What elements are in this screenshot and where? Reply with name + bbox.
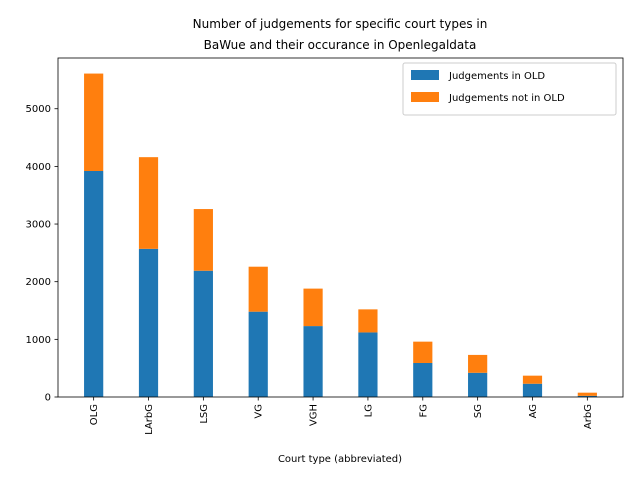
bar-lsg-series-1	[193, 209, 213, 271]
bar-olg-series-1	[84, 73, 104, 171]
legend-frame	[402, 62, 617, 116]
y-tick-label-2000: 2000	[26, 277, 51, 288]
x-tick-label-vg: VG	[254, 404, 265, 419]
y-tick-label-3000: 3000	[26, 220, 51, 231]
bar-larbg-series-0	[138, 248, 159, 397]
bar-sg-series-1	[468, 354, 488, 373]
bar-ag-series-0	[522, 383, 543, 397]
bar-ag-series-1	[522, 375, 543, 384]
bar-sg-series-0	[468, 372, 488, 397]
bar-olg-series-0	[84, 171, 104, 397]
y-tick-label-0: 0	[45, 393, 51, 404]
legend-swatch-not-in-old	[411, 92, 439, 102]
legend-label-not-in-old: Judgements not in OLD	[448, 93, 565, 104]
y-tick-label-4000: 4000	[26, 162, 51, 173]
bar-vgh-series-0	[303, 326, 323, 397]
x-tick-label-larbg: LArbG	[144, 404, 155, 435]
x-axis: OLG LArbG LSG VG VGH LG FG SG AG ArbG	[89, 397, 594, 435]
bar-fg-series-1	[413, 341, 433, 363]
x-tick-label-lg: LG	[363, 404, 374, 417]
bars-group	[84, 73, 597, 397]
bar-lsg-series-0	[193, 270, 213, 397]
bar-vg-series-1	[248, 266, 268, 312]
y-tick-label-5000: 5000	[26, 104, 51, 115]
legend-swatch-in-old	[411, 70, 439, 80]
legend-label-in-old: Judgements in OLD	[448, 71, 545, 82]
bar-fg-series-0	[413, 362, 433, 397]
x-tick-label-vgh: VGH	[309, 404, 320, 426]
x-tick-label-fg: FG	[418, 404, 429, 418]
bar-lg-series-0	[358, 332, 378, 397]
chart-title-line-1: Number of judgements for specific court …	[193, 17, 488, 31]
y-axis: 0 1000 2000 3000 4000 5000	[26, 104, 58, 404]
chart-title-line-2: BaWue and their occurance in Openlegalda…	[204, 38, 477, 52]
legend: Judgements in OLD Judgements not in OLD	[402, 62, 617, 116]
bar-lg-series-1	[358, 309, 378, 333]
plot-frame	[57, 57, 624, 398]
bar-arbg-series-1	[577, 392, 597, 396]
x-tick-label-arbg: ArbG	[583, 404, 594, 429]
bar-vgh-series-1	[303, 288, 323, 327]
x-axis-label: Court type (abbreviated)	[278, 454, 402, 465]
bar-arbg-series-0	[577, 395, 597, 397]
bar-vg-series-0	[248, 311, 268, 397]
y-tick-label-1000: 1000	[26, 335, 51, 346]
x-tick-label-ag: AG	[528, 404, 539, 418]
x-tick-label-lsg: LSG	[199, 404, 210, 424]
x-tick-label-olg: OLG	[89, 404, 100, 425]
bar-larbg-series-1	[138, 157, 159, 249]
x-tick-label-sg: SG	[473, 404, 484, 418]
